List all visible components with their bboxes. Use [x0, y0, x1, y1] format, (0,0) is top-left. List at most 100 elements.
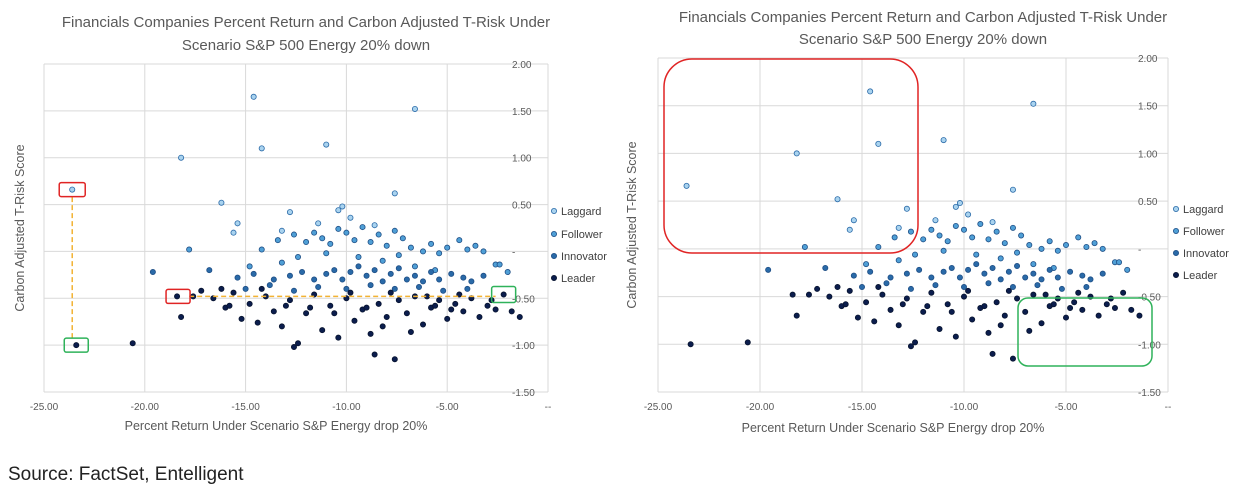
chart1-point-innovator: [323, 270, 330, 277]
chart2-point-innovator: [916, 266, 923, 273]
chart1-point-leader: [403, 310, 410, 317]
chart2-point-innovator: [907, 285, 914, 292]
chart2-x-tick-label: -5.00: [1055, 402, 1078, 413]
chart2-point-leader: [789, 291, 796, 298]
chart1-point-laggard: [258, 145, 265, 152]
chart1-point-follower: [258, 246, 265, 253]
chart1-point-innovator: [403, 276, 410, 283]
chart1-point-laggard: [178, 154, 185, 161]
chart2-point-leader: [834, 284, 841, 291]
chart2-x-axis-label: Percent Return Under Scenario S&P Energy…: [742, 421, 1045, 435]
chart2-point-follower: [1026, 242, 1033, 249]
chart2-point-follower: [944, 238, 951, 245]
chart2-point-leader: [920, 308, 927, 315]
chart1-highlight-box-green: [63, 337, 90, 353]
chart2-point-follower: [801, 243, 808, 250]
chart1-point-leader: [331, 310, 338, 317]
chart1-point-follower: [335, 225, 342, 232]
chart1-point-laggard: [69, 186, 76, 193]
chart2-point-innovator: [1038, 276, 1045, 283]
chart2-y-tick-label: -1.50: [1138, 388, 1161, 399]
chart2-y-axis-label: Carbon Adjusted T-Risk Score: [625, 141, 639, 308]
chart1-point-leader: [516, 314, 523, 321]
chart2-legend-marker-innovator: [1173, 249, 1180, 256]
chart1-point-innovator: [234, 274, 241, 281]
chart1-point-innovator: [331, 267, 338, 274]
chart2-point-laggard: [867, 88, 874, 95]
chart1-point-follower: [323, 250, 330, 257]
chart2-point-follower: [1038, 245, 1045, 252]
chart1-point-leader: [218, 285, 225, 292]
chart2-point-innovator: [883, 280, 890, 287]
chart2-point-laggard: [940, 137, 947, 144]
chart2-point-innovator: [973, 261, 980, 268]
chart1-point-leader: [347, 289, 354, 296]
chart2-point-laggard: [932, 217, 939, 224]
chart1-point-leader: [290, 344, 297, 351]
chart1-point-follower: [359, 224, 366, 231]
chart1-point-innovator: [206, 267, 213, 274]
chart2-point-innovator: [989, 264, 996, 271]
chart1-y-axis-label: Carbon Adjusted T-Risk Score: [13, 144, 27, 311]
chart1-point-leader: [286, 297, 293, 304]
chart1-point-leader: [379, 323, 386, 330]
chart2-point-leader: [805, 291, 812, 298]
chart2-point-leader: [1067, 305, 1074, 312]
chart1-point-leader: [436, 297, 443, 304]
chart2-point-follower: [1124, 266, 1131, 273]
chart2-point-leader: [1022, 308, 1029, 315]
chart1-highlight-box-green: [490, 285, 517, 304]
chart1-point-leader: [492, 306, 499, 313]
chart2-point-leader: [969, 316, 976, 323]
chart1-point-leader: [448, 306, 455, 313]
chart2-point-leader: [854, 314, 861, 321]
chart2-y-tick-label: 2.00: [1138, 54, 1158, 65]
chart2-point-leader: [793, 312, 800, 319]
chart2-x-tick-label: -20.00: [746, 402, 775, 413]
chart2-point-laggard: [850, 217, 857, 224]
chart1-point-follower: [472, 242, 479, 249]
chart2-x-tick-label: -15.00: [848, 402, 877, 413]
chart1-point-follower: [391, 227, 398, 234]
chart1-y-tick-label: 2.00: [512, 60, 532, 71]
chart1-point-leader: [375, 300, 382, 307]
chart2-point-innovator: [1046, 266, 1053, 273]
chart1-point-leader: [282, 302, 289, 309]
chart2-point-innovator: [850, 272, 857, 279]
chart1-point-follower: [367, 239, 374, 246]
chart1-point-innovator: [299, 269, 306, 276]
chart1-x-tick-label: -25.00: [30, 402, 59, 413]
chart2-point-innovator: [1034, 282, 1041, 289]
chart2-point-laggard: [1009, 186, 1016, 193]
chart2-point-innovator: [1009, 284, 1016, 291]
chart2-point-leader: [863, 299, 870, 306]
chart2-point-leader: [928, 289, 935, 296]
chart1-point-leader: [420, 321, 427, 328]
chart2-legend-marker-follower: [1173, 227, 1180, 234]
chart1-y-tick-label: -1.00: [512, 341, 535, 352]
chart1-point-innovator: [480, 272, 487, 279]
chart1-point-laggard: [286, 209, 293, 216]
chart1-point-follower: [436, 250, 443, 257]
chart1-point-follower: [327, 240, 334, 247]
chart2-point-innovator: [859, 284, 866, 291]
chart1-point-leader: [452, 300, 459, 307]
chart2-point-leader: [1014, 295, 1021, 302]
chart2-point-laggard: [903, 205, 910, 212]
chart1-point-innovator: [371, 267, 378, 274]
chart1-point-innovator: [448, 270, 455, 277]
chart2-point-innovator: [1005, 268, 1012, 275]
chart2-point-leader: [899, 301, 906, 308]
chart2-point-follower: [875, 243, 882, 250]
chart2-point-follower: [997, 255, 1004, 262]
chart2-point-follower: [920, 236, 927, 243]
chart1-point-leader: [351, 317, 358, 324]
chart2-point-follower: [912, 251, 919, 258]
chart2-legend-label-follower: Follower: [1183, 226, 1225, 238]
chart1-y-tick-label: -: [512, 247, 515, 258]
chart1-point-innovator: [436, 276, 443, 283]
chart1-point-innovator: [395, 265, 402, 272]
chart2-point-leader: [936, 326, 943, 333]
chart2-point-laggard: [793, 150, 800, 157]
chart1-y-tick-label: -1.50: [512, 388, 535, 399]
